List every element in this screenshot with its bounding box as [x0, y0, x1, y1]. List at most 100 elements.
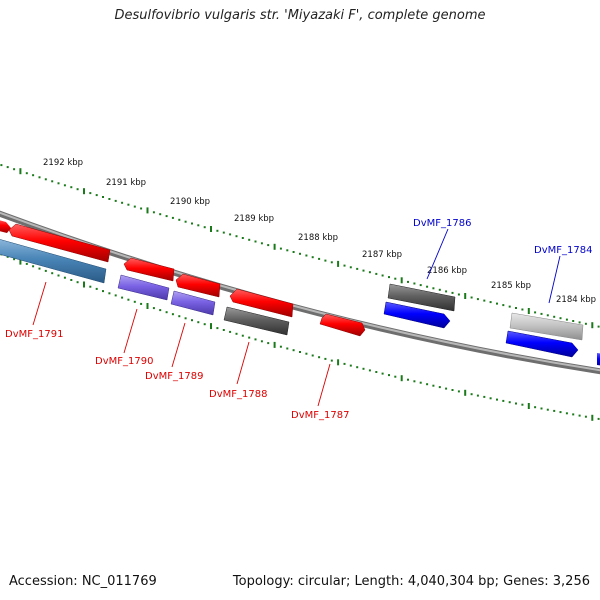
gene-feature[interactable] — [387, 283, 456, 312]
inner-minor-tick — [63, 276, 66, 279]
outer-major-tick — [210, 226, 212, 232]
outer-minor-tick — [260, 242, 263, 245]
inner-minor-tick — [578, 414, 581, 417]
gene-label-dvmf-1784[interactable]: DvMF_1784 — [534, 245, 592, 256]
outer-minor-tick — [44, 178, 47, 181]
inner-minor-tick — [553, 409, 556, 412]
outer-minor-tick — [483, 299, 486, 302]
inner-tick-track — [0, 253, 600, 421]
gene-label-dvmf-1790[interactable]: DvMF_1790 — [95, 356, 153, 367]
gene-feature[interactable] — [223, 306, 290, 336]
gene-label-dvmf-1788[interactable]: DvMF_1788 — [209, 389, 267, 400]
inner-minor-tick — [260, 340, 263, 343]
inner-major-tick — [210, 323, 212, 330]
gene-label-dvmf-1787[interactable]: DvMF_1787 — [291, 410, 349, 421]
gene-feature[interactable] — [505, 330, 579, 358]
outer-minor-tick — [76, 188, 79, 191]
kbp-label-2190: 2190 kbp — [170, 197, 210, 207]
inner-minor-tick — [121, 296, 124, 299]
inner-minor-tick — [70, 279, 73, 281]
gene-feature[interactable] — [123, 257, 175, 282]
inner-minor-tick — [438, 386, 441, 389]
gene-feature[interactable] — [509, 312, 584, 341]
outer-minor-tick — [121, 201, 124, 204]
inner-minor-tick — [413, 380, 416, 383]
gene-feature[interactable] — [0, 219, 11, 233]
map-title: Desulfovibrio vulgaris str. 'Miyazaki F'… — [114, 8, 486, 23]
inner-minor-tick — [432, 384, 435, 387]
inner-minor-tick — [508, 401, 511, 404]
inner-minor-tick — [114, 294, 117, 297]
gene-feature[interactable] — [0, 238, 107, 284]
gene-feature[interactable] — [597, 353, 600, 366]
outer-minor-tick — [235, 235, 238, 238]
outer-minor-tick — [6, 166, 9, 169]
outer-minor-tick — [286, 249, 289, 252]
outer-major-tick — [591, 322, 594, 329]
inner-major-tick — [337, 359, 340, 366]
outer-minor-tick — [502, 304, 505, 307]
inner-minor-tick — [140, 302, 143, 305]
outer-minor-tick — [184, 220, 187, 223]
outer-minor-tick — [324, 259, 327, 262]
kbp-label-2188: 2188 kbp — [298, 233, 338, 243]
kbp-label-2192: 2192 kbp — [43, 158, 83, 168]
inner-minor-tick — [51, 272, 54, 275]
inner-minor-tick — [470, 393, 473, 396]
gene-label-dvmf-1786[interactable]: DvMF_1786 — [413, 218, 471, 229]
inner-minor-tick — [540, 407, 543, 410]
inner-minor-tick — [534, 406, 537, 409]
inner-minor-tick — [267, 342, 270, 345]
kbp-label-2191: 2191 kbp — [106, 178, 146, 188]
inner-minor-tick — [95, 287, 98, 290]
inner-minor-tick — [305, 352, 308, 355]
outer-minor-tick — [299, 252, 301, 255]
inner-minor-tick — [311, 354, 314, 357]
inner-major-tick — [83, 281, 85, 288]
gene-label-dvmf-1789[interactable]: DvMF_1789 — [145, 371, 203, 382]
gene-feature[interactable] — [229, 288, 294, 318]
inner-minor-tick — [203, 323, 206, 326]
outer-minor-tick — [95, 194, 98, 197]
outer-major-tick — [400, 277, 403, 284]
gene-feature[interactable] — [170, 290, 216, 316]
outer-minor-tick — [470, 296, 473, 299]
gene-feature[interactable] — [383, 301, 451, 329]
gene-feature[interactable] — [319, 313, 366, 337]
inner-minor-tick — [457, 390, 460, 393]
gene-feature[interactable] — [117, 274, 170, 301]
inner-minor-tick — [419, 381, 422, 384]
inner-minor-tick — [165, 311, 168, 314]
outer-minor-tick — [584, 322, 587, 325]
inner-minor-tick — [279, 345, 282, 348]
inner-minor-tick — [496, 398, 498, 401]
inner-minor-tick — [127, 298, 130, 301]
gene-feature[interactable] — [8, 223, 111, 263]
outer-minor-tick — [133, 205, 136, 208]
inner-minor-tick — [426, 383, 429, 386]
inner-minor-tick — [489, 397, 492, 400]
outer-minor-tick — [108, 198, 111, 200]
outer-minor-tick — [165, 215, 168, 218]
outer-minor-tick — [565, 318, 568, 321]
outer-minor-tick — [515, 307, 517, 309]
outer-major-tick — [146, 207, 149, 214]
kbp-label-2189: 2189 kbp — [234, 214, 274, 224]
outer-minor-tick — [70, 186, 73, 189]
outer-minor-tick — [254, 240, 257, 243]
inner-minor-tick — [318, 356, 321, 359]
inner-minor-tick — [133, 300, 136, 303]
leader-line — [426, 228, 449, 280]
gene-label-dvmf-1791[interactable]: DvMF_1791 — [5, 329, 63, 340]
outer-minor-tick — [362, 269, 365, 272]
gene-feature[interactable] — [175, 273, 221, 298]
outer-minor-tick — [311, 256, 314, 259]
inner-minor-tick — [451, 389, 454, 391]
outer-major-tick — [527, 308, 530, 314]
kbp-label-2185: 2185 kbp — [491, 281, 531, 291]
kbp-label-2184: 2184 kbp — [556, 295, 596, 305]
inner-minor-tick — [44, 269, 47, 272]
outer-minor-tick — [559, 317, 562, 320]
inner-major-tick — [591, 414, 594, 421]
kbp-label-2187: 2187 kbp — [362, 250, 402, 260]
